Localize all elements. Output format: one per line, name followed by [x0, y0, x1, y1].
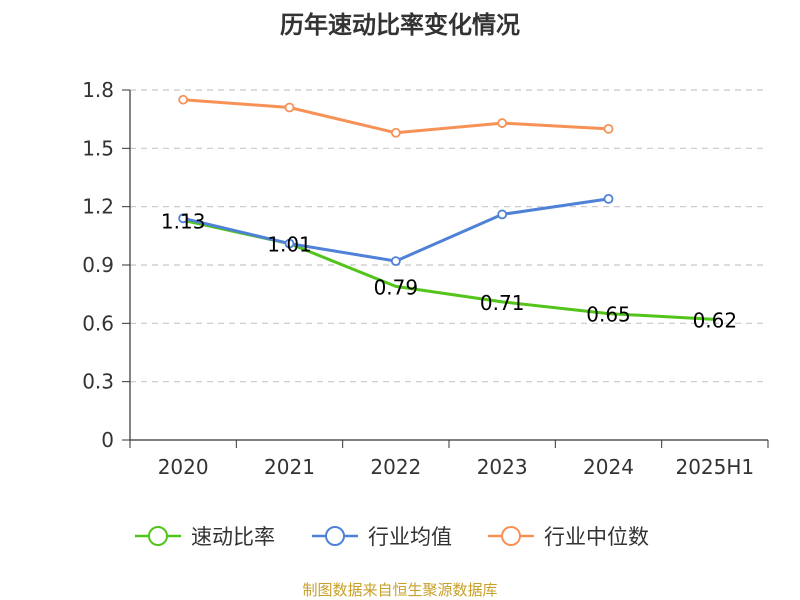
- series-line: [181, 218, 717, 321]
- legend: 速动比率 行业均值 行业中位数: [135, 525, 649, 549]
- x-tick-label: 2020: [158, 455, 209, 479]
- series-point: [178, 94, 189, 105]
- series-point: [390, 256, 401, 267]
- data-label: 0.79: [374, 275, 419, 299]
- y-tick-label: 1.2: [82, 195, 114, 219]
- legend-label: 行业均值: [368, 525, 452, 549]
- data-label: 1.13: [161, 209, 206, 233]
- axes: 0 0.3 0.6 0.9 1.2 1.5 1.8 2020 2021 2022 2023 2024 2…: [82, 78, 769, 479]
- series-layer: [178, 94, 717, 321]
- series-point: [603, 123, 614, 134]
- x-tick-label: 2023: [477, 455, 528, 479]
- data-label: 1.01: [267, 233, 312, 257]
- x-tick-label: 2022: [370, 455, 421, 479]
- x-tick-label: 2024: [583, 455, 634, 479]
- y-tick-label: 0.3: [82, 370, 114, 394]
- legend-marker: [501, 526, 521, 546]
- legend-marker: [148, 526, 168, 546]
- y-tick-label: 0: [101, 428, 114, 452]
- gridlines: [130, 89, 768, 383]
- series-point: [390, 127, 401, 138]
- series-point: [178, 213, 189, 224]
- y-tick-label: 1.8: [82, 78, 114, 102]
- series-point: [497, 209, 508, 220]
- series-point: [284, 102, 295, 113]
- series-point: [497, 118, 508, 128]
- series-point: [603, 193, 614, 204]
- x-tick-label: 2021: [264, 455, 315, 479]
- y-tick-label: 0.6: [82, 311, 114, 335]
- y-tick-label: 0.9: [82, 253, 114, 277]
- y-tick-label: 1.5: [82, 136, 114, 160]
- data-labels: 1.13 1.01 0.79 0.71 0.65 0.62: [161, 209, 737, 332]
- series-point: [284, 238, 295, 249]
- legend-label: 速动比率: [191, 525, 275, 549]
- series-line: [181, 98, 610, 135]
- legend-label: 行业中位数: [544, 525, 649, 549]
- data-label: 0.71: [480, 291, 525, 315]
- legend-marker: [325, 526, 345, 546]
- series-line: [181, 197, 610, 263]
- chart-title: 历年速动比率变化情况: [280, 11, 520, 39]
- x-tick-label: 2025H1: [675, 455, 754, 479]
- data-label: 0.62: [693, 308, 738, 332]
- source-note: 制图数据来自恒生聚源数据库: [302, 581, 497, 599]
- data-label: 0.65: [586, 303, 631, 327]
